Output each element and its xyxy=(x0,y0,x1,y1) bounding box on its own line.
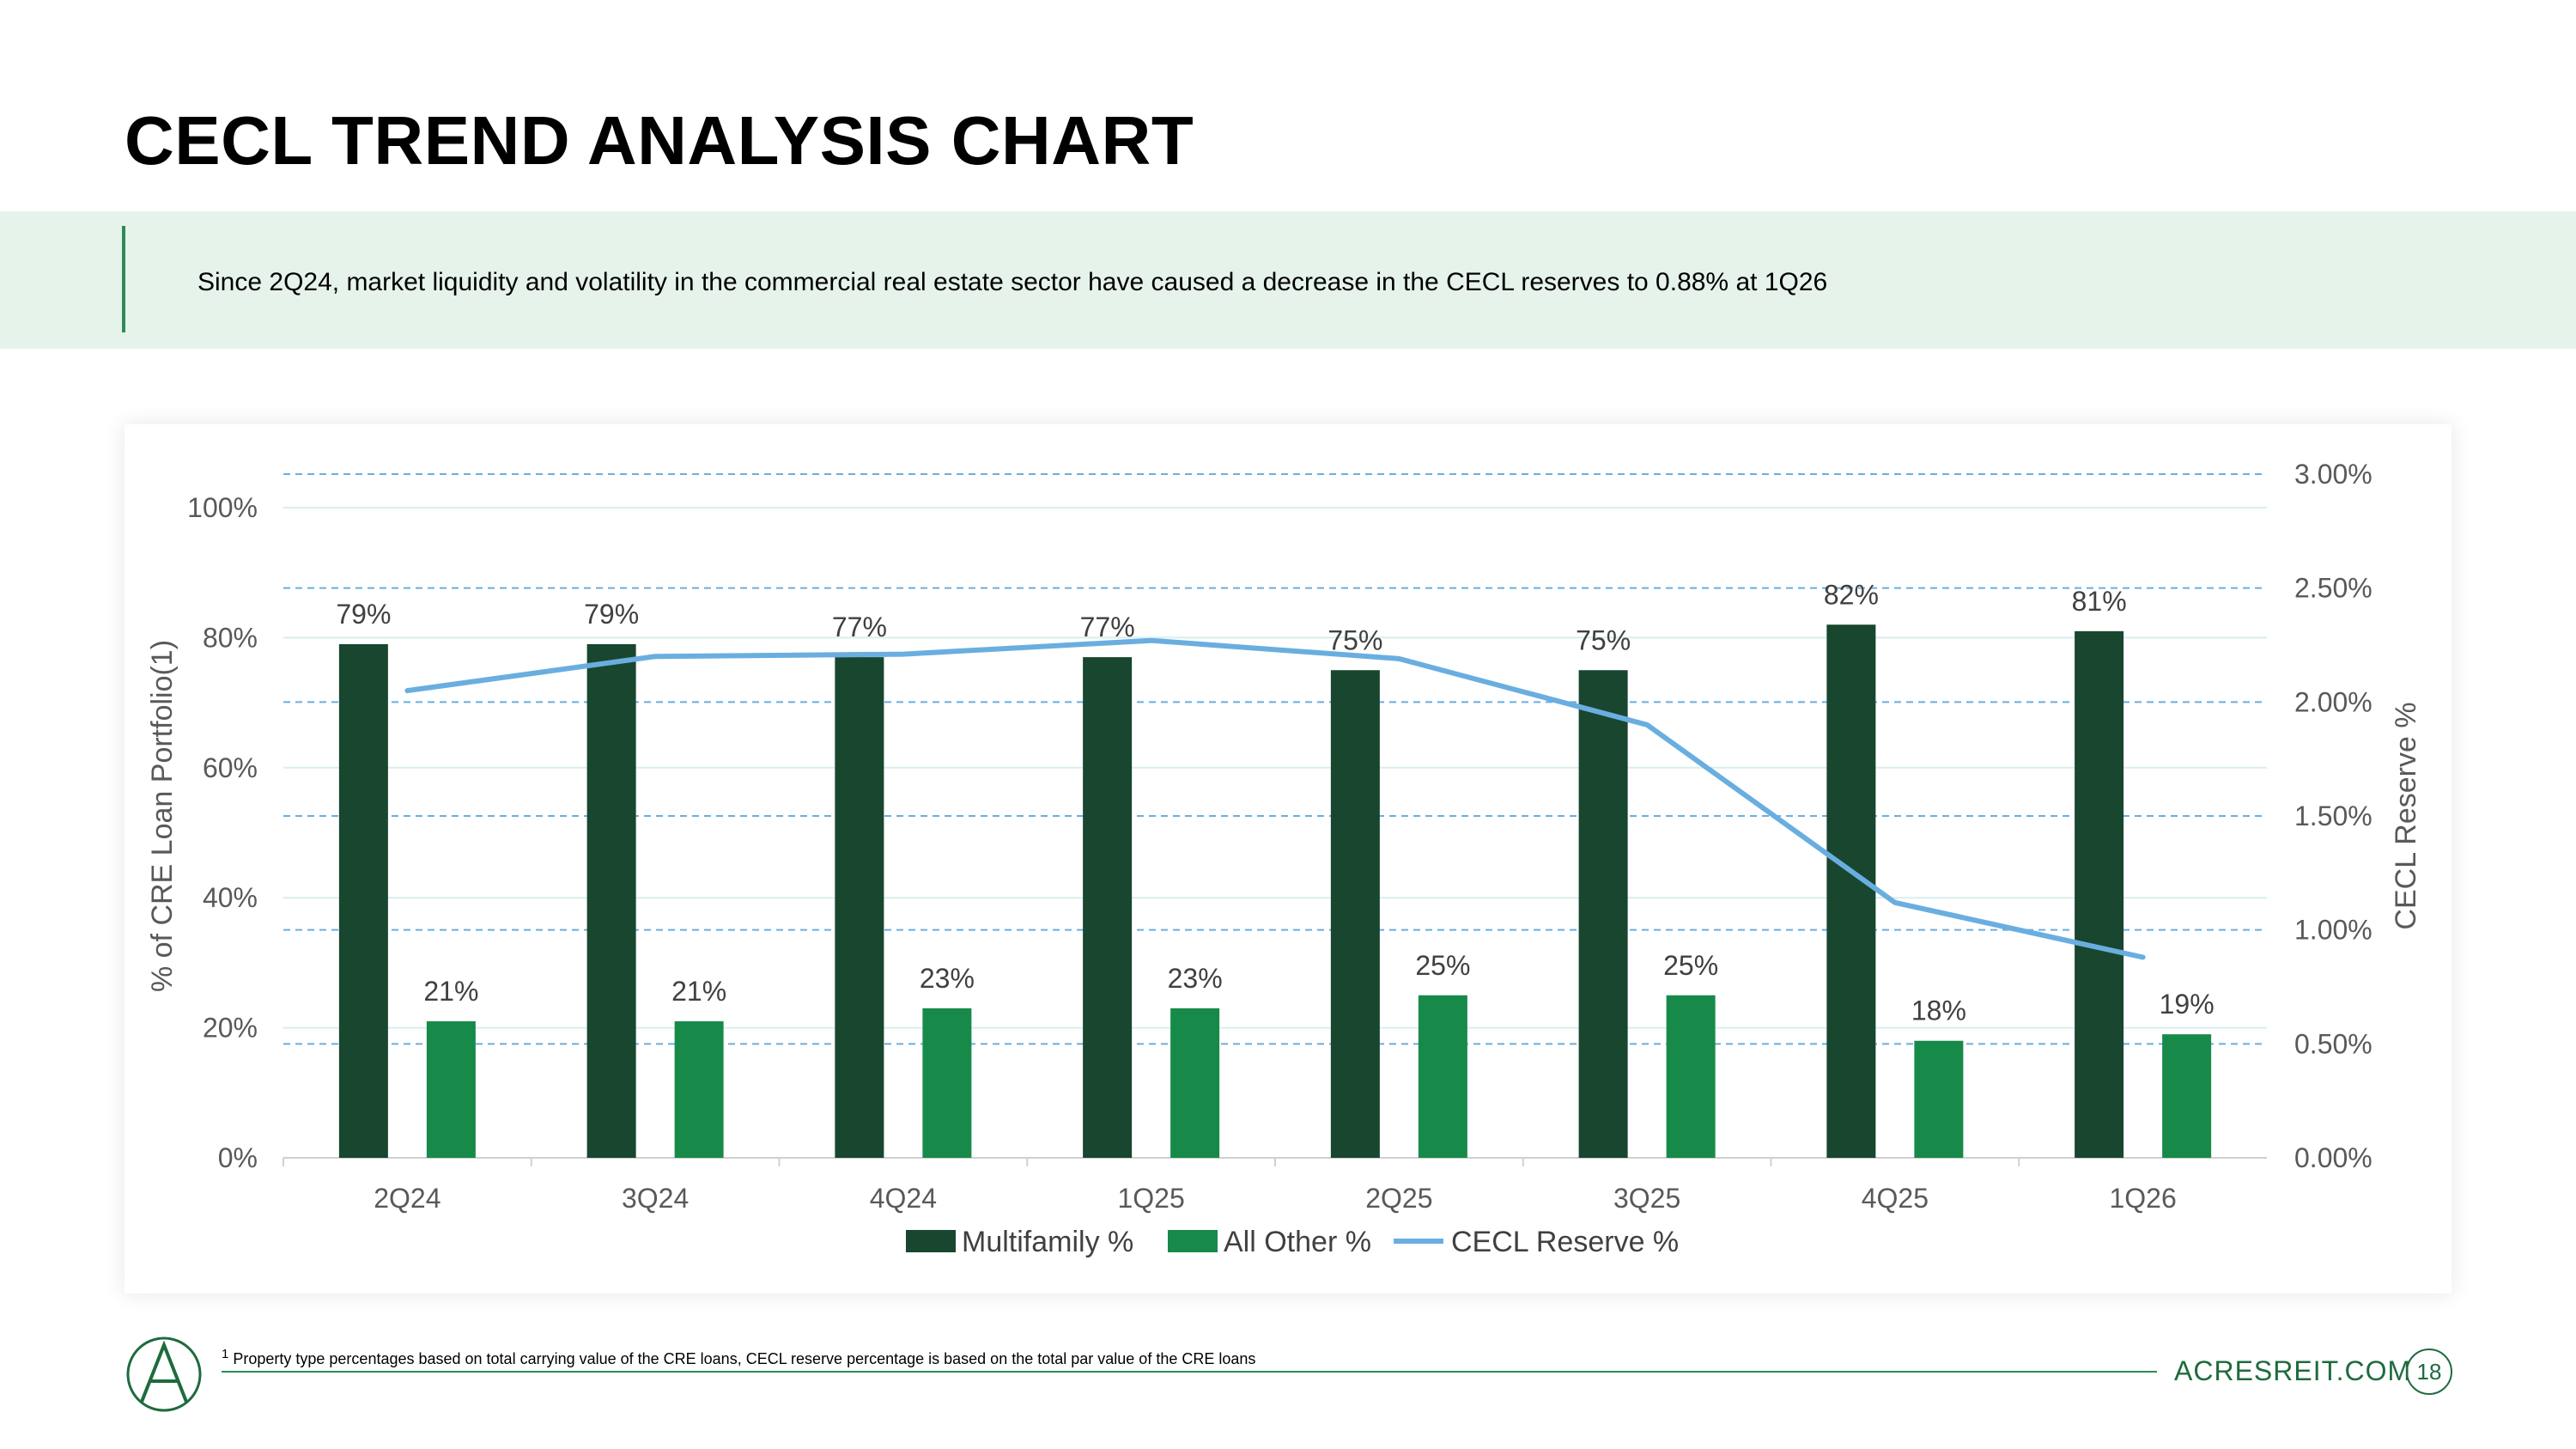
multifamily-bar xyxy=(1826,624,1876,1158)
footnote: 1 Property type percentages based on tot… xyxy=(222,1347,1255,1368)
multifamily-data-label: 77% xyxy=(832,612,887,642)
summary-banner xyxy=(0,211,2576,349)
right-tick-label: 1.50% xyxy=(2294,801,2372,831)
footnote-text: Property type percentages based on total… xyxy=(233,1350,1256,1367)
all-other-bar xyxy=(922,1008,972,1158)
footer-divider xyxy=(222,1371,2157,1373)
cecl-trend-chart: 0% 20% 40% 60% 80% 100% 0.00% 0.50% 1.00% 1.50% 2.… xyxy=(146,459,2422,1258)
multifamily-data-label: 82% xyxy=(1824,579,1879,610)
right-tick-label: 0.00% xyxy=(2294,1142,2372,1173)
all-other-bar xyxy=(2162,1034,2212,1158)
legend-all-other-swatch xyxy=(1168,1230,1218,1252)
acres-logo-icon xyxy=(125,1335,204,1418)
all-other-bar xyxy=(674,1021,724,1158)
all-other-data-label: 23% xyxy=(1168,963,1223,994)
legend-cecl-label: CECL Reserve % xyxy=(1451,1226,1679,1258)
x-tick-label: 1Q25 xyxy=(1117,1183,1184,1214)
page-number-badge: 18 xyxy=(2406,1349,2452,1395)
legend-all-other-label: All Other % xyxy=(1224,1226,1371,1258)
multifamily-bar xyxy=(1330,670,1380,1158)
all-other-data-label: 19% xyxy=(2160,989,2215,1020)
footnote-mark: 1 xyxy=(222,1347,229,1361)
right-tick-label: 2.50% xyxy=(2294,573,2372,604)
cecl-reserve-line xyxy=(404,637,2146,960)
legend-multifamily-label: Multifamily % xyxy=(962,1226,1133,1258)
x-tick-label: 2Q24 xyxy=(374,1183,440,1214)
all-other-data-label: 25% xyxy=(1663,950,1718,981)
multifamily-bar xyxy=(1083,657,1133,1158)
multifamily-data-label: 75% xyxy=(1327,624,1382,655)
multifamily-bar xyxy=(1578,670,1628,1158)
all-other-bar xyxy=(1914,1040,1964,1158)
left-tick-label: 40% xyxy=(203,882,258,913)
left-tick-label: 0% xyxy=(218,1142,258,1173)
right-tick-label: 0.50% xyxy=(2294,1028,2372,1059)
all-other-data-label: 21% xyxy=(423,976,478,1007)
all-other-bar xyxy=(1666,995,1716,1158)
x-tick-label: 1Q26 xyxy=(2109,1183,2176,1214)
all-other-data-label: 25% xyxy=(1415,950,1470,981)
left-tick-label: 20% xyxy=(203,1013,258,1044)
multifamily-bar xyxy=(586,643,636,1158)
multifamily-bar xyxy=(2075,630,2124,1158)
multifamily-bar xyxy=(835,657,884,1158)
left-axis-title: % of CRE Loan Portfolio(1) xyxy=(146,640,179,992)
x-tick-label: 3Q25 xyxy=(1613,1183,1680,1214)
multifamily-data-label: 79% xyxy=(584,599,639,630)
x-tick-label: 2Q25 xyxy=(1365,1183,1432,1214)
left-tick-label: 80% xyxy=(203,622,258,653)
multifamily-data-label: 77% xyxy=(1080,612,1135,642)
right-tick-label: 1.00% xyxy=(2294,915,2372,946)
left-tick-label: 100% xyxy=(187,492,258,523)
banner-accent-bar xyxy=(122,226,125,332)
all-other-bar xyxy=(426,1021,476,1158)
page-title: CECL TREND ANALYSIS CHART xyxy=(125,102,1194,179)
left-tick-label: 60% xyxy=(203,752,258,783)
all-other-bar xyxy=(1418,995,1467,1158)
x-tick-label: 4Q24 xyxy=(870,1183,937,1214)
x-tick-label: 3Q24 xyxy=(622,1183,689,1214)
legend-multifamily-swatch xyxy=(906,1230,956,1252)
right-tick-label: 3.00% xyxy=(2294,459,2372,490)
all-other-data-label: 18% xyxy=(1911,995,1966,1026)
all-other-data-label: 23% xyxy=(920,963,975,994)
chart-card: 0% 20% 40% 60% 80% 100% 0.00% 0.50% 1.00% 1.50% 2.… xyxy=(125,424,2451,1294)
banner-text: Since 2Q24, market liquidity and volatil… xyxy=(197,268,1828,296)
right-axis-title: CECL Reserve % xyxy=(2390,702,2422,929)
right-tick-label: 2.00% xyxy=(2294,686,2372,717)
all-other-data-label: 21% xyxy=(671,976,726,1007)
multifamily-data-label: 79% xyxy=(336,599,391,630)
x-tick-label: 4Q25 xyxy=(1862,1183,1929,1214)
website-link[interactable]: ACRESREIT.COM xyxy=(2174,1355,2412,1386)
multifamily-bar xyxy=(338,643,388,1158)
multifamily-data-label: 75% xyxy=(1576,624,1631,655)
multifamily-data-label: 81% xyxy=(2072,586,2127,617)
all-other-bar xyxy=(1170,1008,1220,1158)
